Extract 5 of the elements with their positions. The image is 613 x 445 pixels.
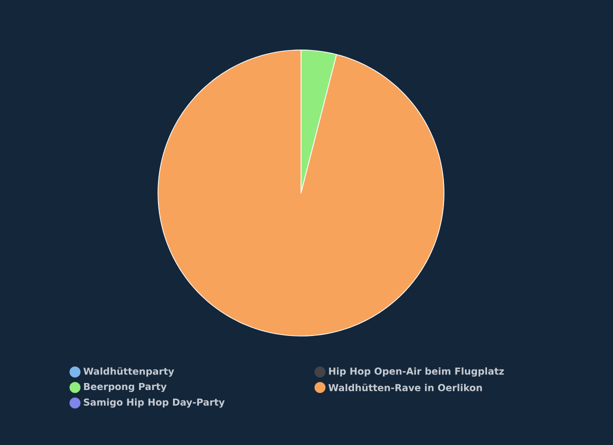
legend-label: Waldhüttenparty <box>83 367 174 377</box>
legend-label: Samigo Hip Hop Day-Party <box>84 398 225 408</box>
legend-label: Waldhütten-Rave in Oerlikon <box>328 384 482 392</box>
legend-label: Hip Hop Open-Air beim Flugplatz <box>329 367 504 377</box>
legend-label: Beerpong Party <box>84 383 167 392</box>
